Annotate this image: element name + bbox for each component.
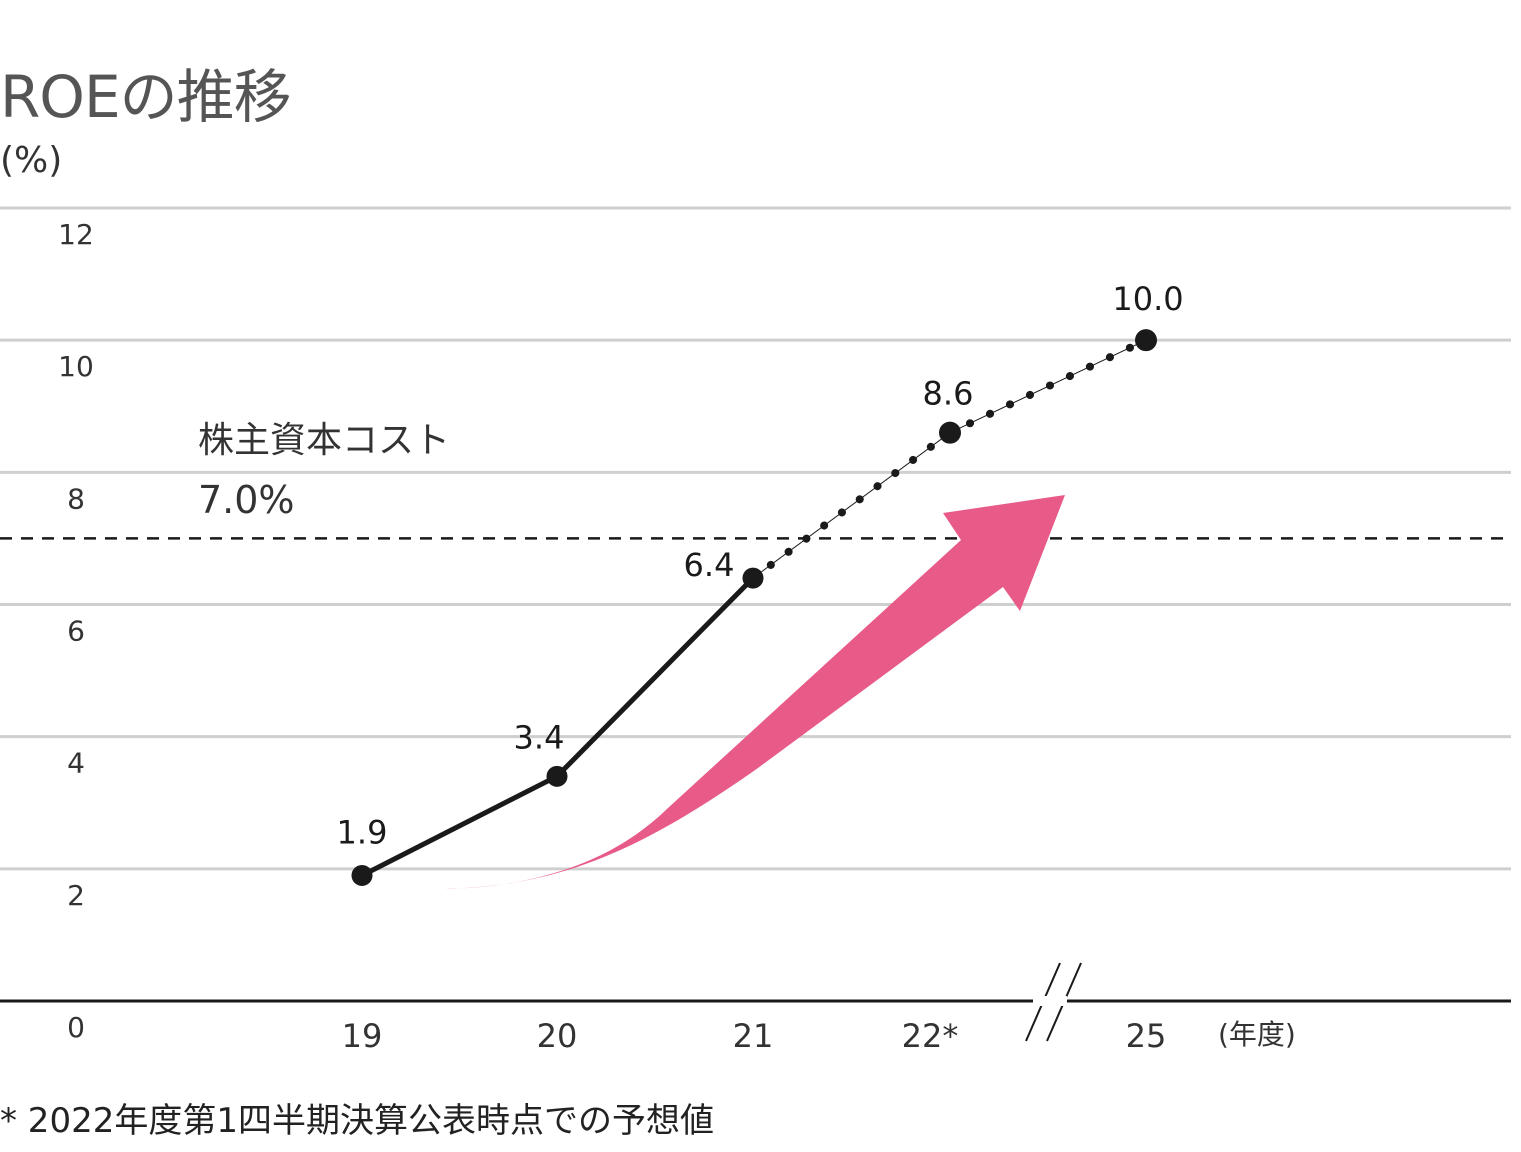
data-label: 3.4 bbox=[514, 718, 565, 756]
data-point bbox=[939, 421, 961, 444]
y-tick-label: 8 bbox=[67, 482, 85, 515]
data-label: 6.4 bbox=[684, 546, 735, 584]
axis-break-gap bbox=[1033, 996, 1067, 1006]
y-tick-label: 12 bbox=[58, 218, 94, 251]
y-tick-label: 2 bbox=[67, 879, 85, 912]
x-tick-label: 19 bbox=[342, 1017, 383, 1055]
y-axis-ticks: 0 2 4 6 8 10 12 bbox=[58, 218, 94, 1044]
y-tick-label: 4 bbox=[67, 747, 85, 780]
reference-line-name: 株主資本コスト bbox=[198, 420, 450, 461]
data-point bbox=[546, 765, 568, 787]
x-tick-label: 22* bbox=[902, 1017, 959, 1055]
y-tick-label: 0 bbox=[67, 1011, 85, 1044]
series-segment-dotted bbox=[749, 428, 954, 583]
x-tick-label: 20 bbox=[537, 1017, 578, 1055]
data-point bbox=[1135, 329, 1157, 352]
footnote: * 2022年度第1四半期決算公表時点での予想値 bbox=[0, 1101, 714, 1141]
trend-arrow-icon bbox=[444, 495, 1065, 889]
y-unit-label: (%) bbox=[0, 140, 63, 181]
reference-line-group: 株主資本コスト 7.0% bbox=[0, 420, 1511, 540]
series-segment-dotted bbox=[946, 336, 1150, 437]
x-tick-label: 21 bbox=[733, 1017, 774, 1055]
y-tick-label: 10 bbox=[58, 350, 94, 383]
chart-title: ROEの推移 bbox=[0, 63, 292, 131]
x-axis-unit: (年度) bbox=[1218, 1018, 1296, 1051]
data-point bbox=[742, 567, 764, 589]
reference-line-value: 7.0% bbox=[198, 478, 295, 522]
series-segment-solid bbox=[359, 773, 560, 878]
data-point bbox=[351, 864, 373, 886]
series-roe: 1.9 3.4 6.4 8.6 10.0 bbox=[337, 280, 1184, 886]
series-segment-thin bbox=[752, 432, 951, 579]
y-tick-label: 6 bbox=[67, 615, 85, 648]
gridlines bbox=[0, 206, 1511, 871]
x-axis: 19 20 21 22* 25 (年度) bbox=[0, 962, 1511, 1055]
series-segment-solid bbox=[554, 575, 756, 779]
data-label: 10.0 bbox=[1112, 280, 1183, 318]
x-tick-label: 25 bbox=[1126, 1017, 1167, 1055]
data-label: 1.9 bbox=[337, 813, 388, 851]
data-label: 8.6 bbox=[923, 375, 974, 413]
